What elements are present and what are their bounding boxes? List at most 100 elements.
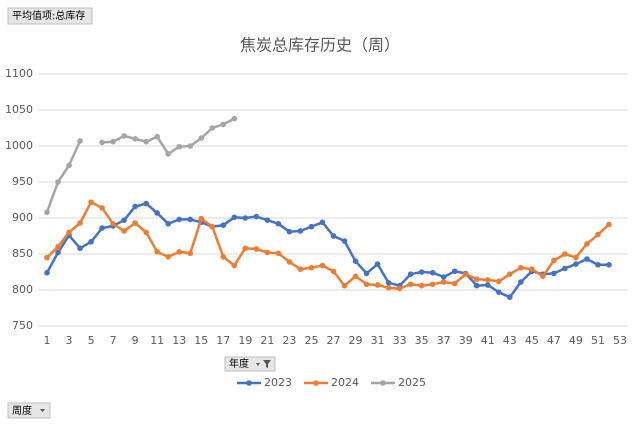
point: [418, 269, 425, 275]
point: [495, 278, 502, 285]
point: [352, 273, 359, 280]
point: [253, 213, 260, 220]
point: [132, 136, 138, 142]
point: [121, 228, 127, 234]
point: [584, 241, 590, 247]
x-tick-label: 19: [238, 334, 252, 347]
x-tick-label: 17: [216, 334, 230, 347]
point: [110, 138, 116, 145]
legend-marker: [246, 380, 252, 386]
point: [551, 270, 557, 277]
point: [507, 294, 513, 301]
x-tick-label: 3: [66, 334, 73, 347]
legend-marker: [313, 380, 319, 386]
point: [231, 214, 238, 221]
point: [308, 223, 315, 230]
point: [440, 274, 447, 280]
point: [429, 281, 436, 288]
series-line: [46, 200, 610, 290]
point: [297, 266, 304, 272]
y-tick-label: 750: [12, 319, 33, 332]
point: [198, 215, 205, 222]
x-tick-label: 15: [194, 334, 208, 347]
point: [451, 280, 458, 287]
legend-label: 2025: [398, 376, 426, 389]
x-tick-label: 11: [150, 334, 164, 347]
point: [99, 139, 105, 146]
point: [66, 162, 72, 169]
point: [540, 273, 546, 280]
value-field-label: 平均值项:总库存: [12, 9, 85, 22]
point: [154, 133, 160, 140]
point: [606, 221, 612, 228]
axis-field-button[interactable]: [7, 402, 51, 419]
point: [562, 251, 568, 257]
point: [220, 222, 227, 228]
y-tick-label: 1050: [5, 103, 33, 116]
legend-label: 2024: [331, 376, 359, 389]
x-tick-label: 13: [172, 334, 186, 347]
x-tick-label: 31: [371, 334, 385, 347]
point: [77, 138, 83, 144]
point: [595, 262, 601, 268]
legend-field-button[interactable]: [224, 356, 276, 372]
legend-label: 2023: [264, 376, 292, 389]
point: [275, 250, 282, 257]
point: [518, 279, 524, 285]
point: [385, 280, 392, 286]
filter-icon: [256, 360, 271, 368]
point: [297, 228, 304, 234]
x-tick-label: 23: [282, 334, 296, 347]
point: [286, 228, 293, 235]
point: [187, 250, 194, 257]
x-tick-label: 33: [393, 334, 407, 347]
point: [418, 282, 425, 289]
point: [562, 265, 568, 272]
point: [330, 233, 337, 239]
x-tick-label: 51: [591, 334, 605, 347]
point: [462, 271, 469, 277]
point: [154, 249, 160, 255]
y-tick-label: 1000: [5, 139, 33, 152]
point: [198, 135, 205, 141]
point: [176, 143, 183, 150]
point: [121, 133, 127, 139]
point: [363, 281, 370, 288]
x-tick-label: 41: [481, 334, 495, 347]
value-field-button[interactable]: [7, 7, 93, 25]
y-tick-label: 1100: [5, 67, 33, 80]
point: [385, 285, 392, 291]
point: [165, 254, 172, 260]
point: [209, 223, 216, 230]
y-tick-label: 850: [12, 247, 33, 260]
point: [55, 179, 61, 185]
y-tick-label: 950: [12, 175, 33, 188]
point: [286, 259, 293, 265]
x-tick-label: 29: [349, 334, 363, 347]
point: [253, 246, 260, 252]
x-tick-label: 35: [415, 334, 429, 347]
point: [374, 261, 381, 267]
point: [132, 220, 138, 226]
point: [231, 262, 238, 269]
point: [440, 279, 447, 285]
point: [110, 220, 116, 227]
x-tick-label: 45: [525, 334, 539, 347]
point: [407, 271, 414, 277]
point: [407, 281, 414, 288]
x-tick-label: 5: [88, 334, 95, 347]
point: [396, 285, 403, 292]
legend-marker: [380, 380, 386, 386]
point: [143, 229, 149, 236]
point: [77, 245, 83, 252]
point: [55, 244, 61, 250]
point: [242, 215, 249, 221]
point: [44, 254, 50, 261]
point: [584, 256, 590, 262]
x-tick-label: 27: [327, 334, 341, 347]
point: [88, 199, 94, 205]
point: [484, 277, 491, 283]
point: [176, 216, 183, 223]
